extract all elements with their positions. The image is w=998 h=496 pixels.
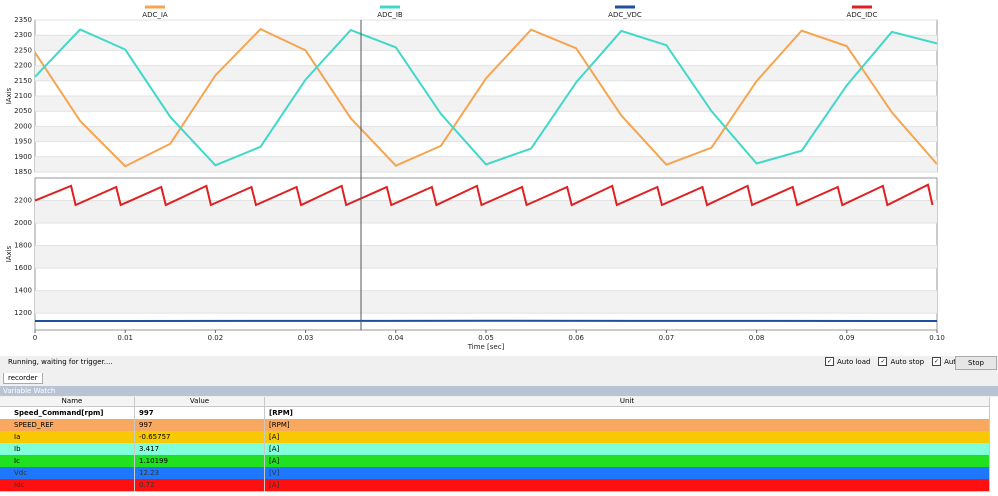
- y-tick-label: 2300: [14, 31, 32, 39]
- x-tick-label: 0.08: [749, 334, 765, 342]
- cell: Unit: [265, 397, 990, 406]
- table-row: Idc 0.72 [A]: [0, 479, 990, 492]
- y-axis-label: IAxis: [5, 245, 13, 262]
- y-axis-label: IAxis: [5, 87, 13, 104]
- grid-band: [35, 65, 937, 81]
- legend-label: ADC_IDC: [847, 11, 878, 19]
- cell: 3.417: [135, 443, 265, 455]
- y-tick-label: 2000: [14, 122, 32, 130]
- checkbox-label: Auto load: [837, 357, 871, 366]
- grid-band: [35, 245, 937, 269]
- y-tick-label: 2200: [14, 62, 32, 70]
- y-tick-label: 2250: [14, 46, 32, 54]
- x-tick-label: 0.06: [568, 334, 584, 342]
- series-line: [34, 27, 938, 168]
- checkbox-box: ✓: [878, 357, 888, 366]
- y-tick-label: 2000: [14, 219, 32, 227]
- cell: Ib: [10, 443, 135, 455]
- cell: Ic: [10, 455, 135, 467]
- checkbox-box: ✓: [932, 357, 942, 366]
- cell: [RPM]: [265, 407, 990, 419]
- x-tick-label: 0.10: [929, 334, 945, 342]
- legend-label: ADC_IB: [377, 11, 403, 19]
- series-line: [34, 183, 934, 207]
- tab[interactable]: recorder: [3, 373, 43, 384]
- cell: 1.10199: [135, 455, 265, 467]
- panel-title: Variable Watch: [0, 386, 998, 396]
- watch-table: Name Value Unit Speed_Command[rpm] 997 [RPM] S…: [0, 397, 998, 496]
- y-tick-label: 1950: [14, 138, 32, 146]
- grid-band: [35, 290, 937, 314]
- cell: 12.23: [135, 467, 265, 479]
- cell: 997: [135, 407, 265, 419]
- x-tick-label: 0.05: [478, 334, 494, 342]
- checkbox[interactable]: ✓ Auto load: [825, 357, 871, 366]
- x-tick-label: 0.07: [659, 334, 675, 342]
- cell: [V]: [265, 467, 990, 479]
- grid-band: [35, 35, 937, 51]
- y-tick-label: 2200: [14, 197, 32, 205]
- legend-label: ADC_IA: [142, 11, 168, 19]
- legend-label: ADC_VDC: [608, 11, 642, 19]
- y-tick-label: 2350: [14, 16, 32, 24]
- x-tick-label: 0.04: [388, 334, 404, 342]
- checkbox-box: ✓: [825, 357, 834, 366]
- series-line: [34, 28, 938, 167]
- x-tick-label: 0.01: [117, 334, 133, 342]
- stop-button[interactable]: Stop: [955, 356, 997, 370]
- checkbox[interactable]: ✓ Auto stop: [878, 357, 925, 366]
- chart: ADC_IA ADC_IB ADC_VDC ADC_IDC 1850 1900 1950 20…: [0, 0, 998, 356]
- x-tick-label: 0.09: [839, 334, 855, 342]
- cell: Idc: [10, 479, 135, 491]
- x-tick-label: 0.02: [208, 334, 224, 342]
- y-tick-label: 2050: [14, 107, 32, 115]
- x-tick-label: 0.03: [298, 334, 314, 342]
- table-header: Name Value Unit: [0, 397, 990, 407]
- x-tick-label: 0: [33, 334, 37, 342]
- cell: -0.65757: [135, 431, 265, 443]
- x-axis-label: Time [sec]: [467, 343, 505, 351]
- cell: 997: [135, 419, 265, 431]
- grid-band: [35, 96, 937, 112]
- cell: Vdc: [10, 467, 135, 479]
- cell: Speed_Command[rpm]: [10, 407, 135, 419]
- cell: Name: [10, 397, 135, 406]
- cell: [A]: [265, 443, 990, 455]
- cell: [RPM]: [265, 419, 990, 431]
- grid-band: [35, 126, 937, 142]
- y-tick-label: 1600: [14, 264, 32, 272]
- y-tick-label: 1850: [14, 168, 32, 176]
- y-tick-label: 2100: [14, 92, 32, 100]
- cell: [A]: [265, 455, 990, 467]
- cell: 0.72: [135, 479, 265, 491]
- cell: Value: [135, 397, 265, 406]
- status: Running, waiting for trigger....: [8, 358, 113, 366]
- y-tick-label: 1900: [14, 153, 32, 161]
- y-tick-label: 1800: [14, 242, 32, 250]
- y-tick-label: 2150: [14, 77, 32, 85]
- checkbox-label: Auto stop: [890, 357, 925, 366]
- y-tick-label: 1400: [14, 287, 32, 295]
- cell: [A]: [265, 479, 990, 491]
- cell: [A]: [265, 431, 990, 443]
- grid-band: [35, 200, 937, 224]
- cell: SPEED_REF: [10, 419, 135, 431]
- y-tick-label: 1200: [14, 309, 32, 317]
- cell: Ia: [10, 431, 135, 443]
